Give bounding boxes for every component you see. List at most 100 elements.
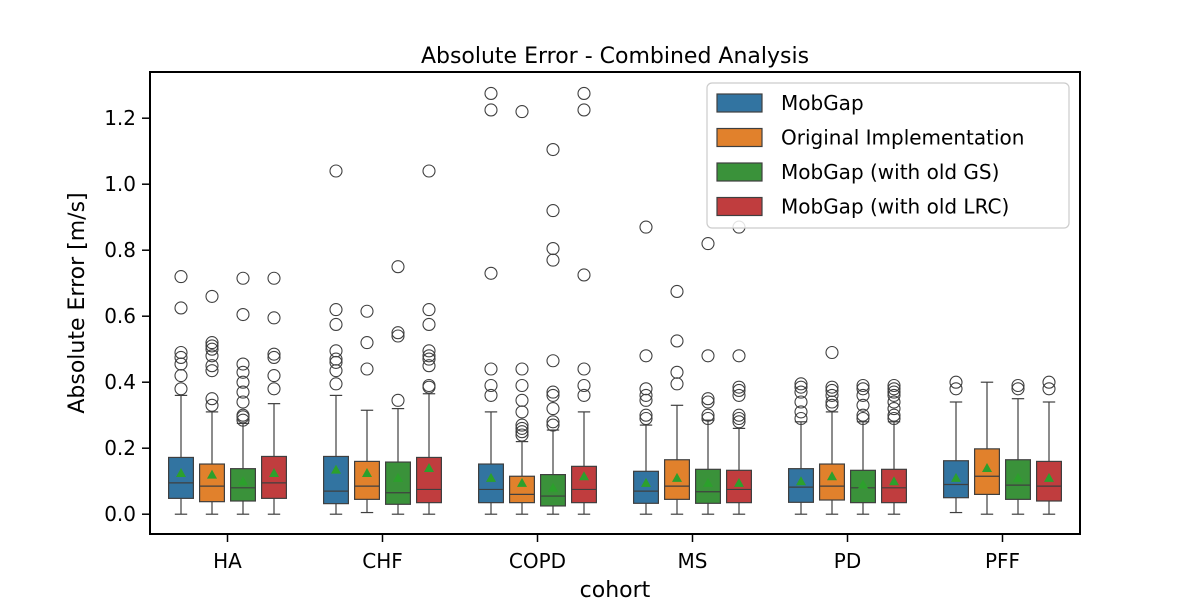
mean-marker [1044, 472, 1054, 482]
outlier-point [174, 301, 188, 315]
outlier-point [732, 383, 746, 398]
box [168, 456, 195, 499]
outlier-point [1011, 382, 1025, 396]
outlier-point [546, 354, 560, 368]
outlier-point [887, 385, 901, 399]
outlier-point [205, 339, 219, 353]
box-group [354, 304, 381, 514]
mean-marker [827, 471, 837, 481]
outlier-point [856, 411, 870, 426]
box-group [880, 378, 907, 515]
outlier-point [856, 398, 870, 412]
outlier-point [887, 382, 901, 396]
outlier-point [856, 388, 870, 402]
box-group [787, 377, 814, 515]
outlier-point [949, 382, 963, 396]
box-group [509, 105, 536, 515]
outlier-point [205, 364, 219, 378]
outlier-point [856, 378, 870, 393]
box-group [1004, 378, 1031, 515]
outlier-point [174, 357, 188, 371]
outlier-point [639, 220, 653, 234]
outlier-point [546, 415, 560, 429]
y-tick-label: 0.0 [104, 502, 136, 526]
outlier-point [887, 408, 901, 422]
outlier-point [329, 352, 343, 366]
box-group [663, 284, 690, 515]
outlier-point [484, 103, 498, 117]
outlier-point [174, 350, 188, 365]
outlier-point [701, 392, 715, 406]
outlier-point [422, 344, 436, 358]
box [787, 468, 814, 503]
mean-marker [269, 467, 279, 477]
box [478, 463, 505, 504]
box-group [230, 271, 257, 515]
outlier-point [825, 345, 839, 360]
outlier-point [360, 362, 374, 376]
outlier-point [577, 103, 591, 117]
outlier-point [639, 382, 653, 396]
legend-label: Original Implementation [781, 126, 1024, 150]
x-tick-label: MS [678, 549, 708, 573]
mean-marker [393, 472, 403, 482]
outlier-point [887, 378, 901, 393]
outlier-point [391, 393, 405, 407]
outlier-point [515, 421, 529, 435]
x-tick-label: PD [834, 549, 861, 573]
box [261, 455, 288, 499]
outlier-point [856, 408, 870, 422]
outlier-point [546, 143, 560, 157]
outlier-point [825, 388, 839, 402]
box-group [323, 164, 350, 515]
outlier-point [329, 303, 343, 317]
outlier-point [577, 388, 591, 402]
outlier-point [949, 375, 963, 389]
outlier-point [174, 369, 188, 383]
outlier-point [701, 411, 715, 426]
legend-item: MobGap [716, 91, 864, 115]
box-group [632, 220, 659, 515]
outlier-point [205, 349, 219, 363]
outlier-point [236, 385, 250, 399]
x-tick-label: HA [213, 549, 242, 573]
box-group [478, 86, 505, 515]
outlier-point [577, 362, 591, 376]
y-tick-label: 0.2 [104, 436, 136, 460]
legend-label: MobGap (with old LRC) [781, 195, 1009, 219]
outlier-point [174, 382, 188, 396]
outlier-point [484, 378, 498, 393]
y-axis: 0.0 0.2 0.4 0.6 0.8 1.0 1.2 [104, 106, 150, 526]
outlier-point [546, 242, 560, 256]
outlier-point [360, 336, 374, 350]
outlier-point [856, 382, 870, 396]
outlier-point [887, 402, 901, 416]
box-group [385, 260, 412, 515]
y-tick-label: 1.2 [104, 106, 136, 130]
legend-label: MobGap [781, 91, 864, 115]
outlier-point [267, 369, 281, 383]
outlier-point [329, 164, 343, 178]
box-group [261, 271, 288, 515]
outlier-point [205, 392, 219, 406]
legend-frame [706, 82, 1070, 229]
outlier-point [1011, 378, 1025, 393]
outlier-point [391, 326, 405, 340]
box-group [168, 270, 195, 515]
outlier-point [422, 164, 436, 178]
outlier-point [236, 307, 250, 322]
outlier-point [515, 378, 529, 393]
outlier-point [329, 317, 343, 332]
x-tick-label: CHF [362, 549, 403, 573]
outlier-point [391, 260, 405, 274]
outlier-point [732, 411, 746, 426]
outlier-point [422, 349, 436, 363]
legend-swatch [716, 93, 763, 113]
mean-marker [672, 472, 682, 482]
outlier-point [732, 415, 746, 429]
box-group [539, 143, 566, 515]
mean-marker [858, 479, 868, 489]
outlier-point [887, 395, 901, 409]
box-group [973, 381, 1000, 515]
